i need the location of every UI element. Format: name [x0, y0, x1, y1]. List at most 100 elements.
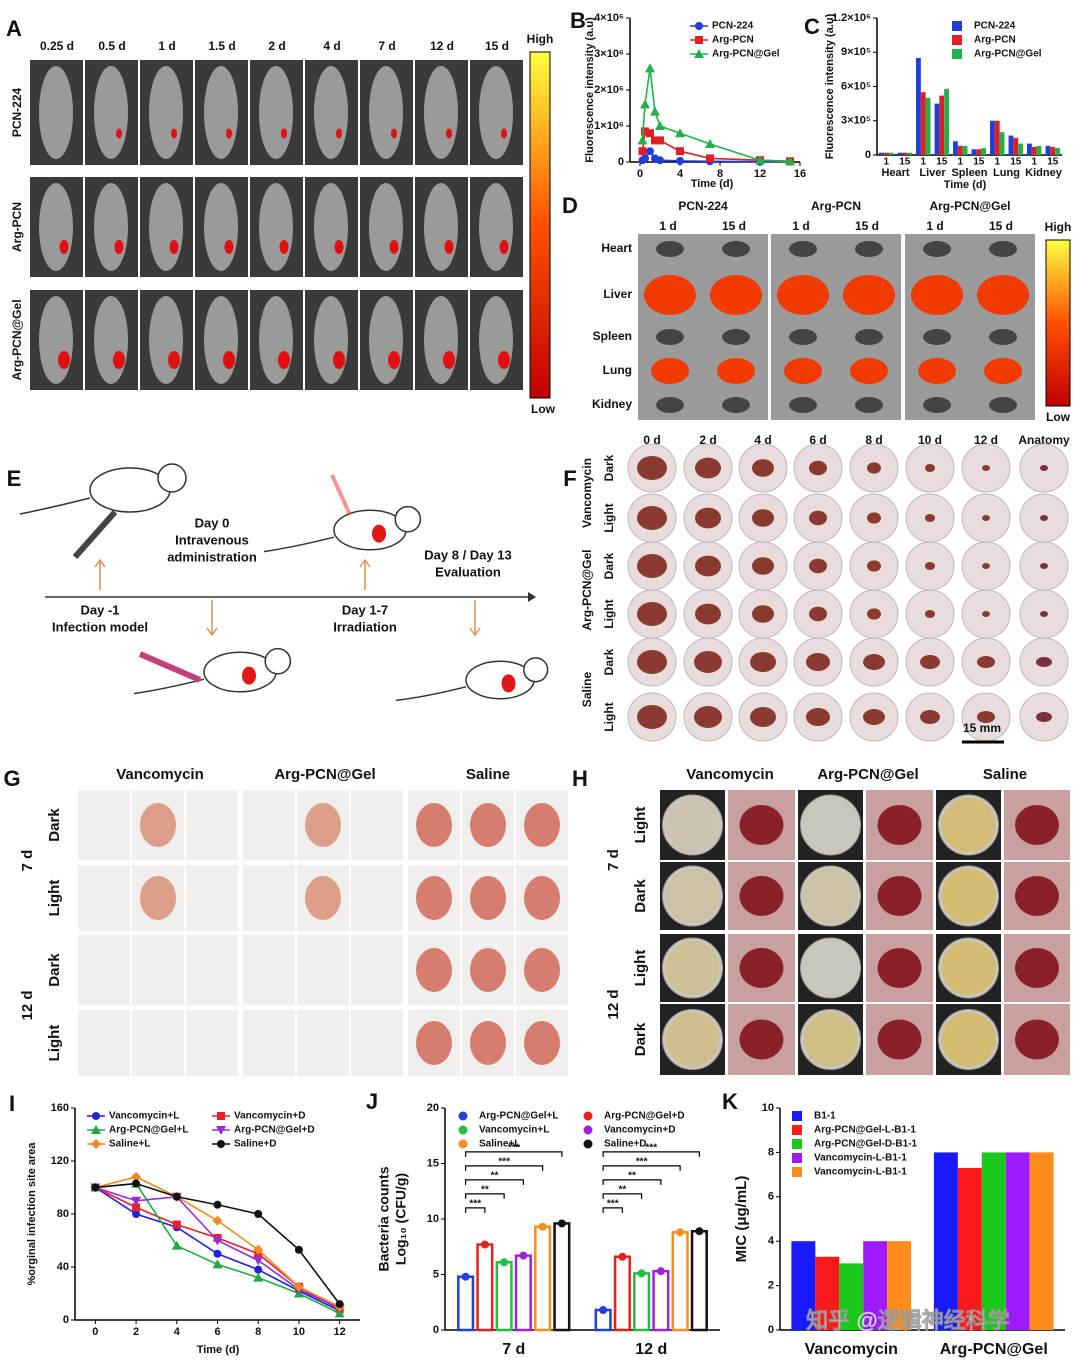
legend-marker: [695, 22, 703, 30]
tissue-image: [297, 935, 349, 1005]
significance-bracket: [602, 1193, 643, 1199]
marker: [656, 156, 664, 165]
mouse-body: [259, 183, 293, 271]
y-tick-label: 8: [768, 1146, 774, 1158]
colonies: [665, 869, 720, 923]
marker: [212, 1259, 223, 1269]
mouse-head: [523, 657, 549, 683]
signal: [499, 240, 509, 254]
wound-photo: [877, 876, 922, 916]
organ: [923, 329, 951, 345]
marker: [335, 1300, 344, 1309]
wound: [806, 653, 830, 671]
bar: [1005, 1152, 1030, 1330]
mouse-body: [94, 183, 128, 271]
wound: [1040, 611, 1048, 617]
legend-label: Vancomycin+L: [109, 1111, 179, 1122]
tissue-image: [186, 935, 238, 1005]
signal: [443, 351, 455, 369]
bar: [999, 132, 1005, 155]
panel-letter: I: [9, 1091, 15, 1116]
x-tick-label: 1: [1031, 157, 1037, 168]
bar: [944, 88, 949, 155]
y-axis-label: MIC (μg/mL): [733, 1176, 750, 1263]
wound: [695, 457, 721, 479]
wound-photo: [1015, 805, 1059, 845]
step-text: Day -1: [80, 602, 119, 617]
tissue-image: [243, 935, 295, 1005]
wound: [925, 562, 935, 570]
colonies: [803, 1012, 858, 1067]
bar: [879, 152, 884, 155]
wound: [637, 705, 667, 729]
legend-label: PCN-224: [974, 21, 1016, 32]
time-label: 15 d: [722, 219, 746, 233]
marker: [253, 1244, 264, 1255]
row-label: Light: [632, 807, 649, 844]
tissue: [524, 948, 560, 992]
wound: [982, 563, 990, 569]
mouse-body: [424, 296, 458, 384]
wound: [977, 656, 995, 668]
bar-top-marker: [500, 1258, 509, 1267]
signal: [116, 128, 122, 139]
bar: [957, 145, 963, 155]
column-label: 1 d: [158, 39, 175, 53]
legend-swatch: [792, 1153, 802, 1163]
colonies: [941, 1012, 996, 1067]
tissue-image: [243, 1010, 295, 1076]
row-label: Light: [602, 702, 616, 731]
y-tick-label: 3×10⁶: [594, 48, 624, 60]
group-label: Liver: [919, 167, 946, 179]
colonies: [941, 869, 996, 923]
marker: [645, 63, 655, 73]
bar: [902, 152, 908, 155]
bar: [671, 1231, 689, 1332]
legend-swatch: [583, 1139, 593, 1149]
time-label: 12 d: [605, 989, 622, 1019]
colonies: [941, 941, 996, 995]
legend-label: Saline+L: [479, 1139, 520, 1150]
column-label: Vancomycin: [116, 766, 204, 783]
y-tick-label: 0: [618, 156, 624, 168]
y-tick-label: 4×10⁶: [594, 12, 624, 24]
marker: [171, 1240, 182, 1250]
bar-top-marker: [461, 1272, 470, 1281]
mouse-body: [204, 66, 238, 159]
signal: [114, 240, 124, 254]
x-tick-label: Arg-PCN@Gel: [940, 1341, 1048, 1358]
significance-bracket: [465, 1207, 486, 1213]
y-tick-label: 10: [762, 1102, 774, 1114]
tissue-image: [78, 1010, 130, 1076]
legend-label: Vancomycin+D: [234, 1111, 305, 1122]
significance-label: **: [491, 1171, 499, 1182]
legend-swatch: [792, 1167, 802, 1177]
bar: [791, 1241, 816, 1330]
y-tick-label: 9×10⁵: [841, 46, 871, 58]
wound: [867, 512, 881, 524]
organ: [923, 397, 951, 413]
bar: [897, 152, 903, 155]
legend-label: Saline+D: [234, 1139, 277, 1150]
legend-swatch: [583, 1111, 593, 1121]
plate: [800, 794, 861, 856]
organ: [722, 397, 750, 413]
column-label: 0.5 d: [98, 39, 125, 53]
x-axis-label: Time (d): [197, 1344, 240, 1356]
wound: [1040, 465, 1048, 471]
organ: [989, 241, 1017, 257]
bar: [939, 95, 945, 155]
bar: [514, 1254, 532, 1332]
tissue: [140, 803, 176, 847]
step-text: Day 8 / Day 13: [424, 547, 511, 562]
row-label: Dark: [602, 552, 616, 579]
legend-swatch: [792, 1125, 802, 1135]
x-tick-label: 15: [899, 157, 911, 168]
legend-label: Arg-PCN@Gel+D: [234, 1125, 315, 1136]
marker: [131, 1196, 142, 1206]
wound: [637, 650, 667, 674]
y-tick-label: 3×10⁵: [841, 115, 871, 127]
marker: [646, 147, 654, 156]
signal: [169, 240, 179, 254]
bar-top-marker: [557, 1219, 566, 1228]
